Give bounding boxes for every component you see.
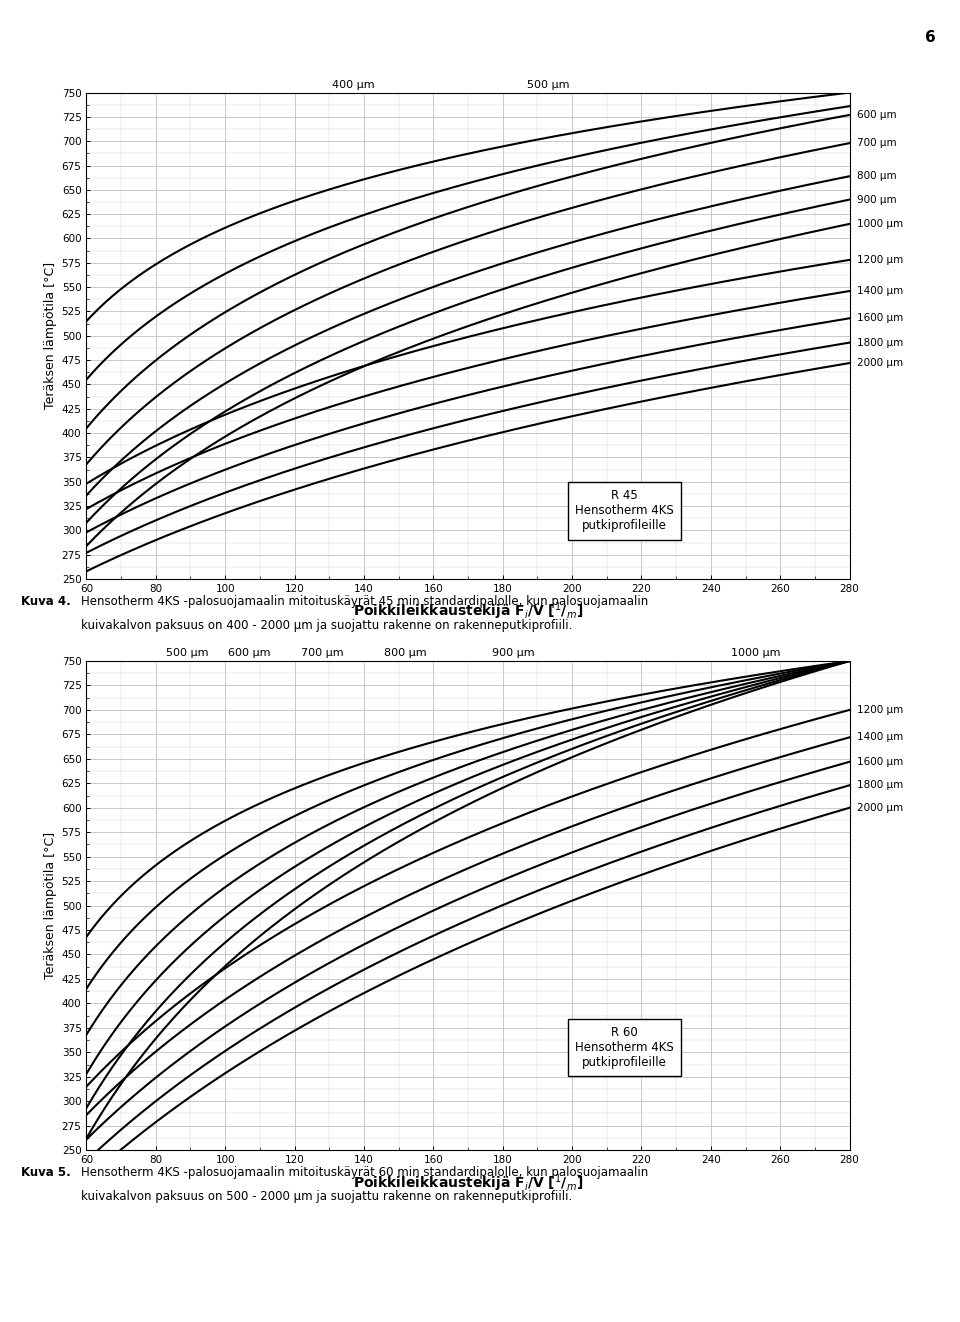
Text: 1000 μm: 1000 μm: [856, 219, 902, 229]
Text: 1000 μm: 1000 μm: [732, 648, 780, 658]
X-axis label: Poikkileikkaustekijä F$_i$/V [$^1$/$_m$]: Poikkileikkaustekijä F$_i$/V [$^1$/$_m$]: [353, 1171, 583, 1194]
Text: 700 μm: 700 μm: [301, 648, 344, 658]
Text: 1800 μm: 1800 μm: [856, 780, 902, 791]
Text: 1400 μm: 1400 μm: [856, 732, 902, 743]
Text: 600 μm: 600 μm: [228, 648, 271, 658]
Text: R 60
Hensotherm 4KS
putkiprofileille: R 60 Hensotherm 4KS putkiprofileille: [575, 1026, 674, 1069]
Text: kuivakalvon paksuus on 400 - 2000 μm ja suojattu rakenne on rakenneputkiprofiili: kuivakalvon paksuus on 400 - 2000 μm ja …: [81, 619, 572, 632]
Y-axis label: Teräksen lämpötila [°C]: Teräksen lämpötila [°C]: [44, 262, 58, 410]
Text: 1200 μm: 1200 μm: [856, 705, 902, 715]
Text: 1200 μm: 1200 μm: [856, 255, 902, 264]
Text: 1600 μm: 1600 μm: [856, 313, 902, 324]
Text: 500 μm: 500 μm: [526, 79, 569, 90]
Text: 700 μm: 700 μm: [856, 137, 897, 148]
Text: 900 μm: 900 μm: [856, 194, 897, 205]
Text: 1600 μm: 1600 μm: [856, 756, 902, 767]
Text: Kuva 4.: Kuva 4.: [21, 595, 71, 608]
Text: kuivakalvon paksuus on 500 - 2000 μm ja suojattu rakenne on rakenneputkiprofiili: kuivakalvon paksuus on 500 - 2000 μm ja …: [81, 1190, 572, 1203]
Text: 2000 μm: 2000 μm: [856, 358, 902, 368]
Text: 500 μm: 500 μm: [166, 648, 208, 658]
Text: 6: 6: [925, 30, 936, 45]
Text: Hensotherm 4KS -palosuojamaalin mitoituskäyrät 45 min standardipalolle, kun palo: Hensotherm 4KS -palosuojamaalin mitoitus…: [81, 595, 648, 608]
Text: R 45
Hensotherm 4KS
putkiprofileille: R 45 Hensotherm 4KS putkiprofileille: [575, 489, 674, 533]
Text: 600 μm: 600 μm: [856, 110, 897, 120]
Text: 800 μm: 800 μm: [856, 172, 897, 181]
Text: 2000 μm: 2000 μm: [856, 802, 902, 813]
Text: Hensotherm 4KS -palosuojamaalin mitoituskäyrät 60 min standardipalolle, kun palo: Hensotherm 4KS -palosuojamaalin mitoitus…: [81, 1166, 648, 1179]
Text: 1400 μm: 1400 μm: [856, 286, 902, 296]
Text: 900 μm: 900 μm: [492, 648, 535, 658]
Text: Kuva 5.: Kuva 5.: [21, 1166, 71, 1179]
X-axis label: Poikkileikkaustekijä F$_i$/V [$^1$/$_m$]: Poikkileikkaustekijä F$_i$/V [$^1$/$_m$]: [353, 600, 583, 623]
Text: 800 μm: 800 μm: [384, 648, 427, 658]
Text: 1800 μm: 1800 μm: [856, 337, 902, 348]
Text: 400 μm: 400 μm: [332, 79, 374, 90]
Y-axis label: Teräksen lämpötila [°C]: Teräksen lämpötila [°C]: [44, 832, 58, 980]
